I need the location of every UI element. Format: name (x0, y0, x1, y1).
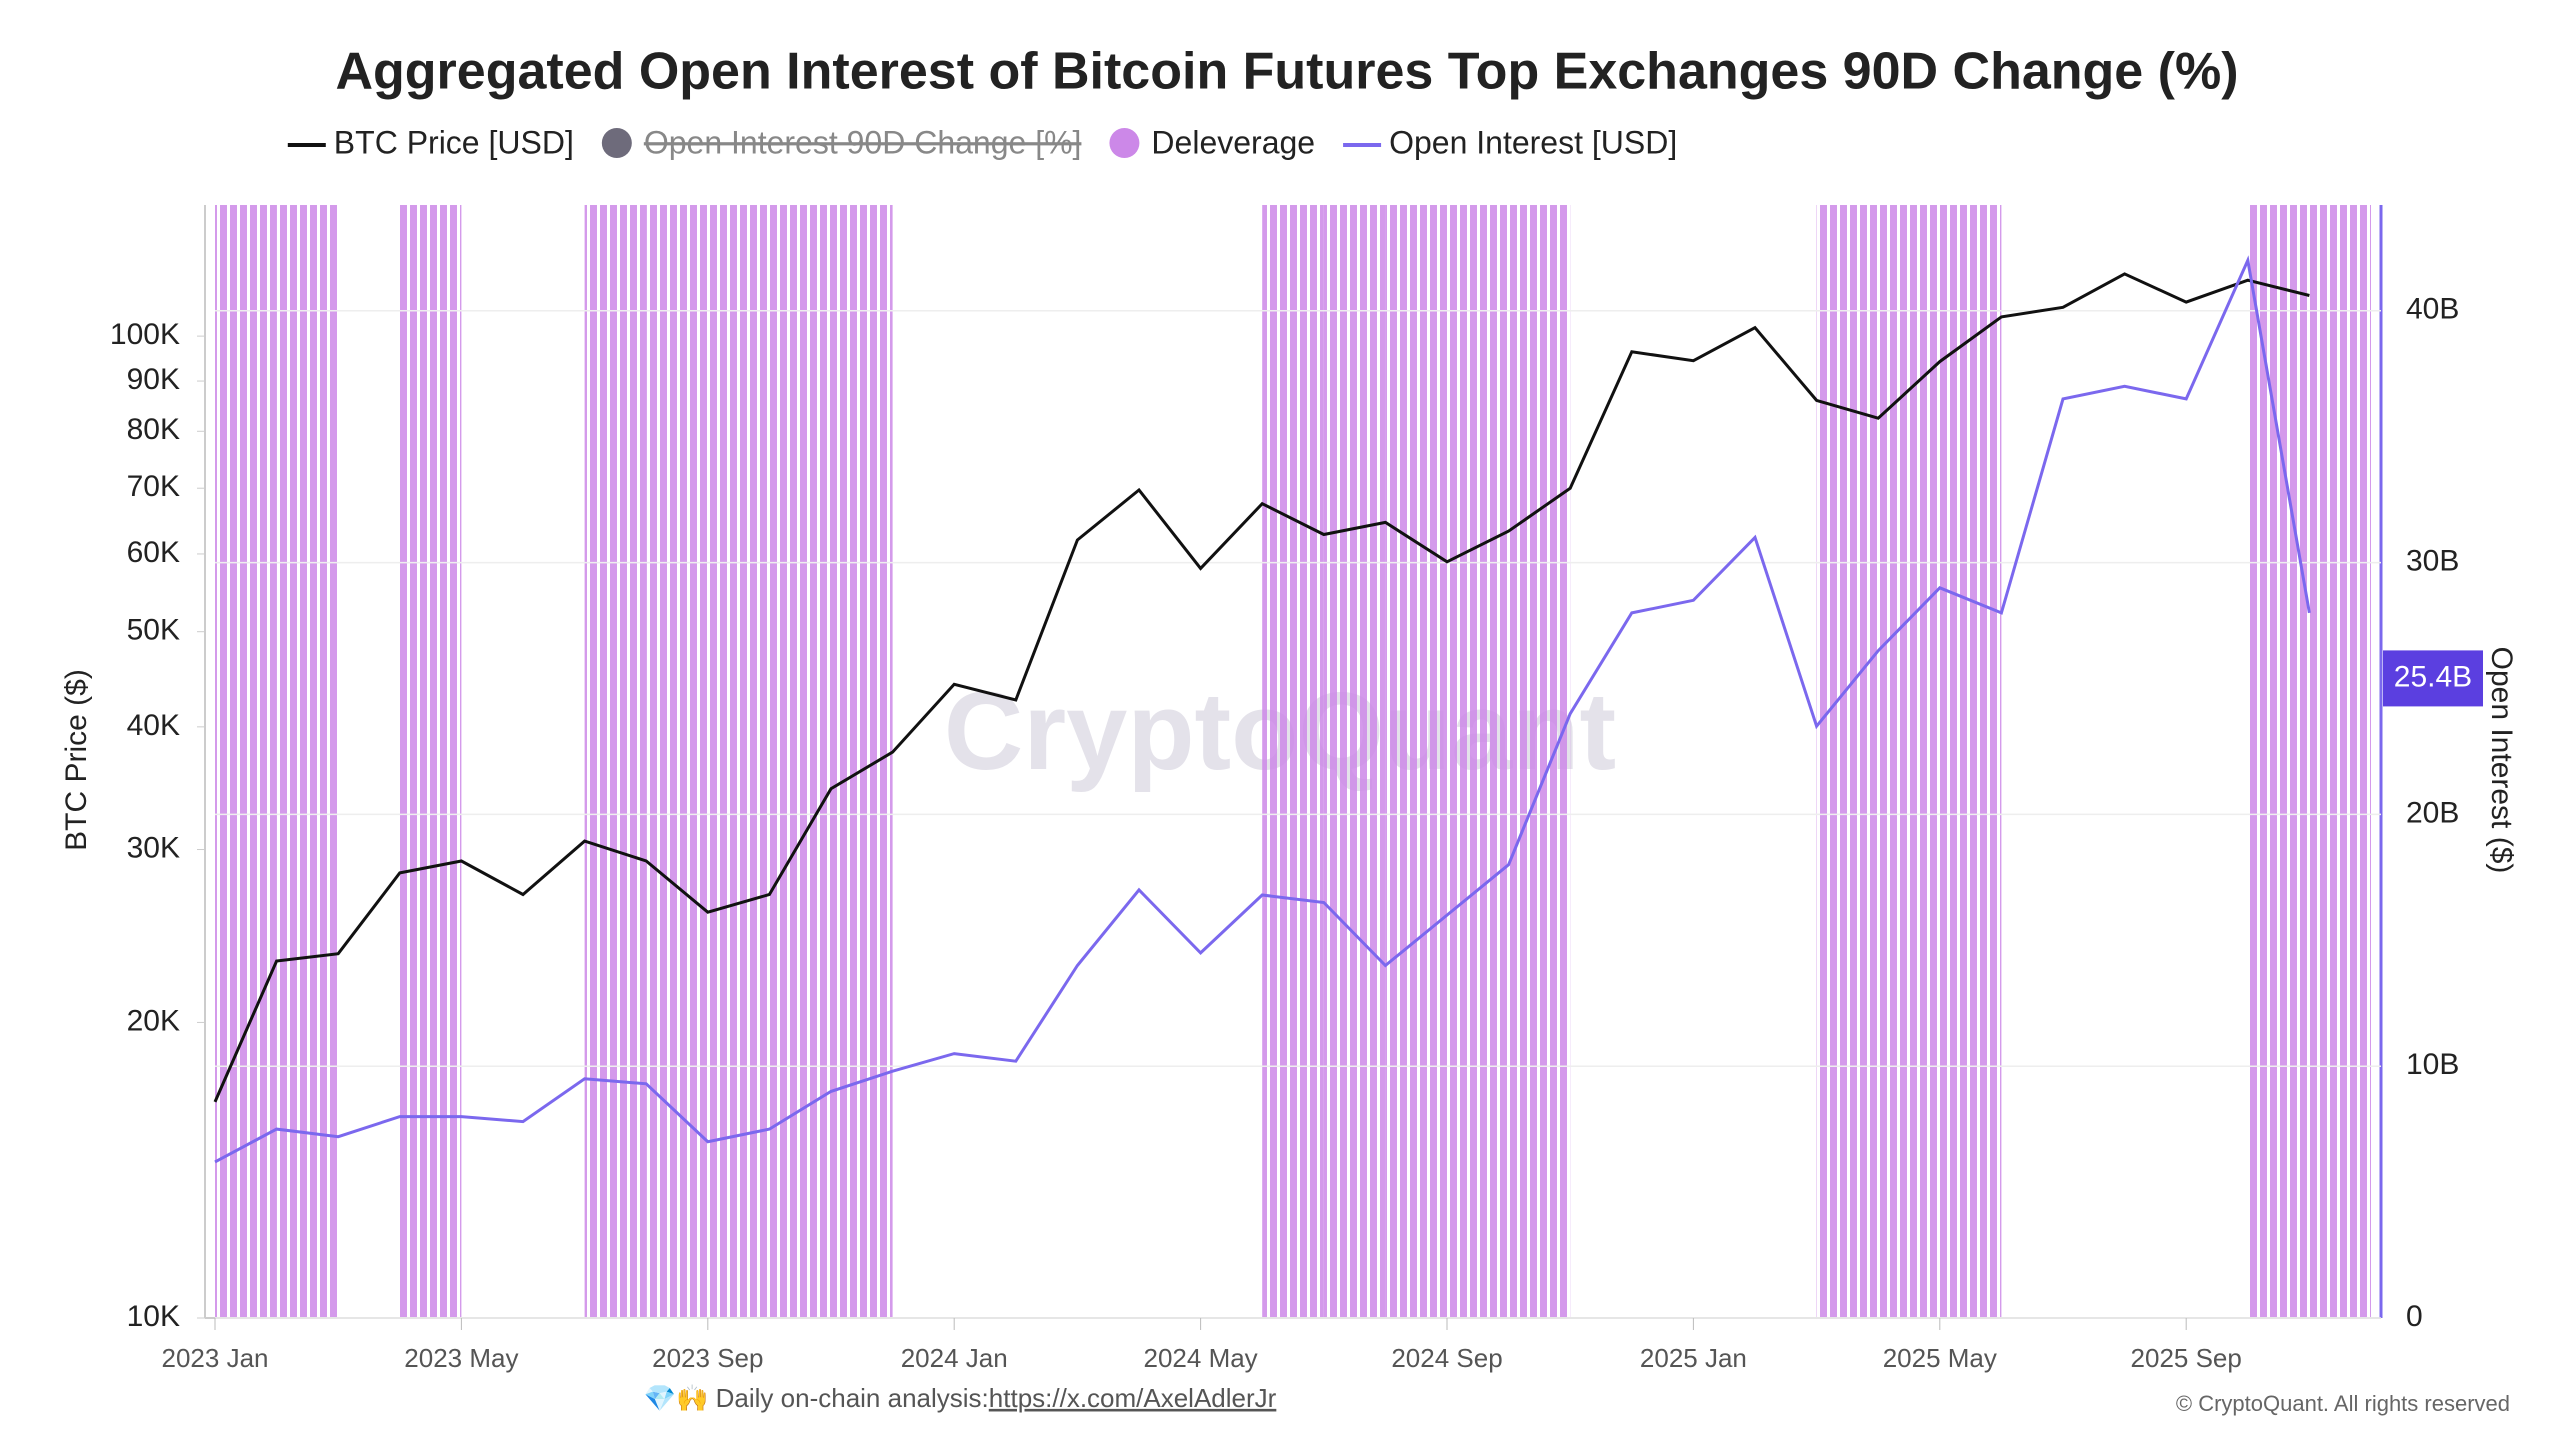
legend-label[interactable]: Open Interest [USD] (1389, 124, 1677, 160)
x-tick-label: 2024 May (1144, 1343, 1258, 1373)
deleverage-bar (215, 205, 277, 1318)
last-value-badge (2383, 650, 2483, 707)
y-tick-label: 10K (127, 1300, 180, 1333)
x-tick-label: 2025 Jan (1640, 1343, 1747, 1373)
y-tick-label: 100K (110, 318, 180, 351)
legend-swatch (601, 128, 632, 158)
deleverage-bar (707, 205, 770, 1318)
x-tick-label: 2025 May (1883, 1343, 1997, 1373)
deleverage-bar (1262, 205, 1324, 1318)
y-tick-label: 80K (127, 413, 180, 446)
x-tick-label: 2023 Sep (652, 1343, 763, 1373)
y-tick-label: 50K (127, 614, 180, 647)
y-axis-label: BTC Price ($) (60, 669, 93, 851)
y-tick-label: 20K (127, 1004, 180, 1037)
y-tick-label: 40K (127, 709, 180, 742)
x-tick-label: 2024 Sep (1391, 1343, 1502, 1373)
deleverage-bar (276, 205, 339, 1318)
deleverage-bar (1385, 205, 1447, 1318)
deleverage-bar (1508, 205, 1571, 1318)
footer-link[interactable]: https://x.com/AxelAdlerJr (989, 1383, 1277, 1413)
y2-axis-label: Open Interest ($) (2485, 647, 2518, 874)
x-tick-label: 2024 Jan (901, 1343, 1008, 1373)
deleverage-bar (584, 205, 647, 1318)
y-tick-label: 70K (127, 470, 180, 503)
deleverage-bar (1447, 205, 1509, 1318)
y2-tick-label: 0 (2406, 1300, 2423, 1333)
legend-swatch (1109, 128, 1140, 158)
y2-tick-label: 20B (2406, 796, 2459, 829)
deleverage-bar (769, 205, 831, 1318)
y2-tick-label: 10B (2406, 1048, 2459, 1081)
legend-label[interactable]: Deleverage (1151, 124, 1315, 160)
chart-title: Aggregated Open Interest of Bitcoin Futu… (335, 43, 2238, 101)
last-value-label: 25.4B (2394, 660, 2472, 693)
legend-label[interactable]: Open Interest 90D Change [%] (644, 124, 1082, 160)
copyright: © CryptoQuant. All rights reserved (2176, 1391, 2510, 1416)
x-tick-label: 2023 Jan (162, 1343, 269, 1373)
y2-tick-label: 30B (2406, 544, 2459, 577)
footer-text: 💎🙌 Daily on-chain analysis: (644, 1383, 989, 1413)
legend-label[interactable]: BTC Price [USD] (334, 124, 574, 160)
deleverage-bar (1323, 205, 1386, 1318)
y-tick-label: 90K (127, 363, 180, 396)
series-line (213, 272, 2310, 1103)
deleverage-bar (2309, 205, 2371, 1318)
deleverage-bar (1939, 205, 2002, 1318)
deleverage-bar (2247, 205, 2310, 1318)
y2-tick-label: 40B (2406, 293, 2459, 326)
deleverage-bar (646, 205, 708, 1318)
deleverage-bar (399, 205, 462, 1318)
series-line (214, 255, 2311, 1164)
deleverage-bar (831, 205, 893, 1318)
legend: BTC Price [USD] Open Interest 90D Change … (287, 124, 1677, 160)
deleverage-bar (1816, 205, 1879, 1318)
x-tick-label: 2023 May (404, 1343, 518, 1373)
y-tick-label: 60K (127, 536, 180, 569)
y-tick-label: 30K (127, 831, 180, 864)
x-tick-label: 2025 Sep (2131, 1343, 2242, 1373)
